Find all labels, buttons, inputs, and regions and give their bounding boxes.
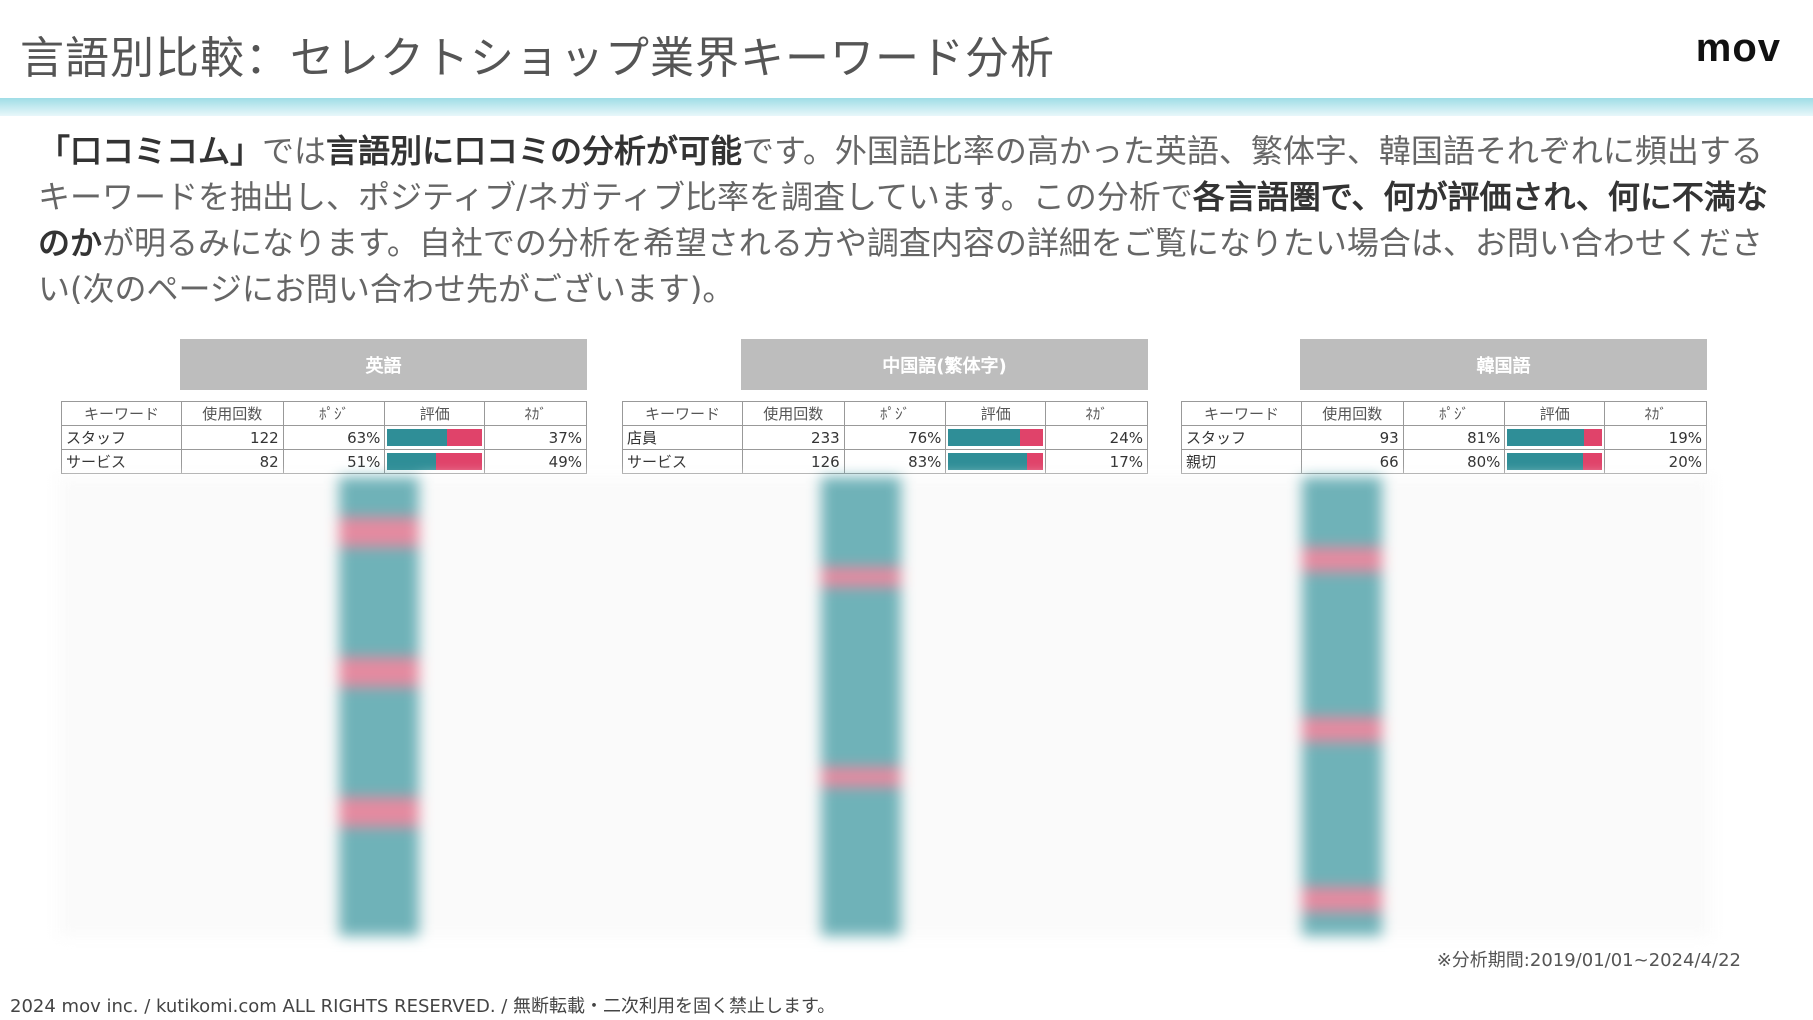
positive-bar xyxy=(1507,453,1584,470)
count: 233 xyxy=(741,425,845,450)
rating-bar xyxy=(387,453,483,470)
table-title: 韓国語 xyxy=(1300,339,1707,390)
positive: 83% xyxy=(843,449,947,474)
column-header: ﾎﾟｼﾞ xyxy=(1402,401,1506,426)
row: 親切 66 80% 20% xyxy=(1181,449,1707,474)
column-header: キーワード xyxy=(622,401,743,426)
keyword-table: 英語 キーワード 使用回数 ﾎﾟｼﾞ 評価 ﾈｶﾞ スタッフ 122 63% 37% サービス 82 5… xyxy=(61,339,587,474)
rating xyxy=(384,425,486,450)
positive: 76% xyxy=(843,425,947,450)
keyword: 親切 xyxy=(1181,449,1302,474)
rating xyxy=(945,425,1047,450)
row: 店員 233 76% 24% xyxy=(622,425,1148,450)
header-row: キーワード 使用回数 ﾎﾟｼﾞ 評価 ﾈｶﾞ xyxy=(61,401,587,426)
logo: mov xyxy=(1695,26,1781,70)
negative: 17% xyxy=(1045,449,1148,474)
count: 93 xyxy=(1300,425,1404,450)
row: サービス 126 83% 17% xyxy=(622,449,1148,474)
positive-bar xyxy=(387,453,436,470)
negative-bar xyxy=(1020,429,1044,446)
table-title: 英語 xyxy=(180,339,587,390)
header-row: キーワード 使用回数 ﾎﾟｼﾞ 評価 ﾈｶﾞ xyxy=(622,401,1148,426)
intro-segment: 各言語圏で、何が評価され、何に不満なのか xyxy=(38,178,1768,262)
positive-bar xyxy=(948,453,1028,470)
positive: 63% xyxy=(282,425,386,450)
table: キーワード 使用回数 ﾎﾟｼﾞ 評価 ﾈｶﾞ 店員 233 76% 24% サービス 126 83% 1… xyxy=(622,401,1148,474)
table: キーワード 使用回数 ﾎﾟｼﾞ 評価 ﾈｶﾞ スタッフ 93 81% 19% 親切 66 80% 20% xyxy=(1181,401,1707,474)
column-header: キーワード xyxy=(1181,401,1302,426)
column-header: ﾎﾟｼﾞ xyxy=(843,401,947,426)
rating-bar xyxy=(948,453,1044,470)
intro-segment: が明るみになります。自社での分析を希望される方や調査内容の詳細をご覧になりたい場… xyxy=(38,224,1763,308)
rating xyxy=(384,449,486,474)
negative: 20% xyxy=(1604,449,1707,474)
keyword-table: 中国語(繁体字) キーワード 使用回数 ﾎﾟｼﾞ 評価 ﾈｶﾞ 店員 233 76% 24% サービ… xyxy=(622,339,1148,474)
rating-bar xyxy=(1507,429,1603,446)
negative: 37% xyxy=(484,425,587,450)
intro-segment: です。外国語比率の高かった英語、繁体字、韓国語それぞれに頻出するキーワードを抽出… xyxy=(38,132,1763,216)
keyword: スタッフ xyxy=(61,425,182,450)
column-header: 使用回数 xyxy=(1300,401,1404,426)
positive: 51% xyxy=(282,449,386,474)
column-header: 評価 xyxy=(945,401,1047,426)
column-header: 評価 xyxy=(384,401,486,426)
row: サービス 82 51% 49% xyxy=(61,449,587,474)
column-header: キーワード xyxy=(61,401,182,426)
rating xyxy=(1504,425,1606,450)
rating-bar xyxy=(1507,453,1603,470)
negative-bar xyxy=(1584,429,1603,446)
analysis-period: ※分析期間:2019/01/01~2024/4/22 xyxy=(1436,950,1741,971)
intro-segment: 「口コミコム」 xyxy=(38,132,263,170)
intro-segment: では xyxy=(262,132,327,170)
header-row: キーワード 使用回数 ﾎﾟｼﾞ 評価 ﾈｶﾞ xyxy=(1181,401,1707,426)
rating xyxy=(1504,449,1606,474)
rating-bar xyxy=(948,429,1044,446)
column-header: 使用回数 xyxy=(741,401,845,426)
row: スタッフ 93 81% 19% xyxy=(1181,425,1707,450)
intro-segment: 言語別に口コミの分析が可能 xyxy=(326,132,743,170)
table: キーワード 使用回数 ﾎﾟｼﾞ 評価 ﾈｶﾞ スタッフ 122 63% 37% サービス 82 51%… xyxy=(61,401,587,474)
negative: 19% xyxy=(1604,425,1707,450)
column-header: ﾎﾟｼﾞ xyxy=(282,401,386,426)
intro-text: 「口コミコム」では言語別に口コミの分析が可能です。外国語比率の高かった英語、繁体… xyxy=(38,128,1788,312)
column-header: 評価 xyxy=(1504,401,1606,426)
column-header: ﾈｶﾞ xyxy=(1604,401,1707,426)
table-title: 中国語(繁体字) xyxy=(741,339,1148,390)
count: 126 xyxy=(741,449,845,474)
column-header: 使用回数 xyxy=(180,401,284,426)
footer: 2024 mov inc. / kutikomi.com ALL RIGHTS … xyxy=(10,996,836,1017)
positive: 80% xyxy=(1402,449,1506,474)
count: 82 xyxy=(180,449,284,474)
negative: 49% xyxy=(484,449,587,474)
negative: 24% xyxy=(1045,425,1148,450)
row: スタッフ 122 63% 37% xyxy=(61,425,587,450)
positive-bar xyxy=(1507,429,1585,446)
positive-bar xyxy=(948,429,1021,446)
header-band xyxy=(0,98,1813,116)
column-header: ﾈｶﾞ xyxy=(484,401,587,426)
positive: 81% xyxy=(1402,425,1506,450)
negative-bar xyxy=(435,453,483,470)
keyword: サービス xyxy=(622,449,743,474)
blurred-rows xyxy=(59,477,1711,936)
negative-bar xyxy=(447,429,483,446)
negative-bar xyxy=(1583,453,1603,470)
keyword: スタッフ xyxy=(1181,425,1302,450)
negative-bar xyxy=(1027,453,1044,470)
keyword-table: 韓国語 キーワード 使用回数 ﾎﾟｼﾞ 評価 ﾈｶﾞ スタッフ 93 81% 19% 親切 66 80%… xyxy=(1181,339,1707,474)
positive-bar xyxy=(387,429,448,446)
keyword: サービス xyxy=(61,449,182,474)
slide-title: 言語別比較：セレクトショップ業界キーワード分析 xyxy=(20,33,1055,84)
keyword: 店員 xyxy=(622,425,743,450)
count: 122 xyxy=(180,425,284,450)
count: 66 xyxy=(1300,449,1404,474)
rating-bar xyxy=(387,429,483,446)
column-header: ﾈｶﾞ xyxy=(1045,401,1148,426)
rating xyxy=(945,449,1047,474)
